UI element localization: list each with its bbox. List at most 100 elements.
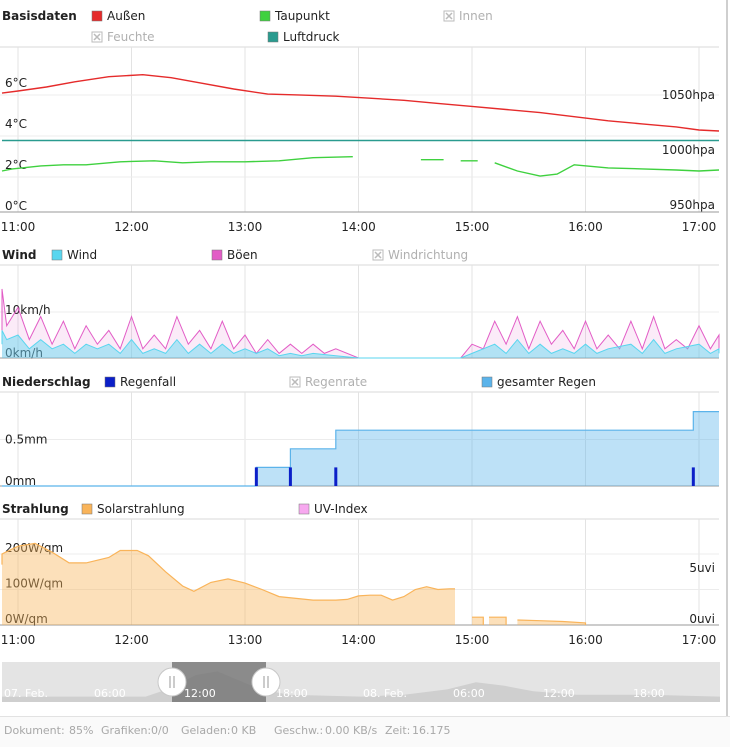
navigator-time-label: 18:00 [276, 687, 308, 700]
x-tick-label: 12:00 [114, 220, 149, 234]
series-line-solar [472, 616, 484, 625]
strahlung-legend-0-swatch[interactable] [81, 503, 93, 515]
wind-legend-1-swatch[interactable] [211, 249, 223, 261]
chart-title-wind: Wind [2, 248, 36, 262]
niederschlag-legend-1-x-icon [291, 378, 299, 386]
status-geschw-label: Geschw.: [274, 724, 324, 737]
basisdaten-legend-3-x-icon [93, 33, 101, 41]
y-tick-temp: 0°C [5, 199, 27, 213]
y-tick-uv: 5uvi [689, 561, 715, 575]
y-tick-wind: 10km/h [5, 303, 51, 317]
basisdaten-legend-4-label[interactable]: Luftdruck [283, 30, 340, 44]
navigator-time-label: 18:00 [633, 687, 665, 700]
series-line-wind [1, 330, 720, 359]
x-tick-label: 17:00 [682, 220, 717, 234]
strahlung-legend-1-swatch[interactable] [298, 503, 310, 515]
regenfall-bar [334, 467, 338, 486]
niederschlag-legend-0-swatch[interactable] [104, 376, 116, 388]
y-tick-temp: 4°C [5, 117, 27, 131]
series-area-solar [489, 617, 507, 625]
chart-title-strahlung: Strahlung [2, 502, 69, 516]
navigator-time-label: 07. Feb. [4, 687, 48, 700]
basisdaten-legend-1-label[interactable]: Taupunkt [274, 9, 330, 23]
series-line-solar [517, 619, 587, 625]
chart-title-basisdaten: Basisdaten [2, 9, 77, 23]
navigator-time-label: 12:00 [184, 687, 216, 700]
y-tick-rain: 0.5mm [5, 433, 47, 447]
y-tick-pressure: 1050hpa [662, 88, 715, 102]
status-zeit-label: Zeit: [385, 724, 411, 737]
charts-canvas: Basisdaten Außen Taupunkt Innen Feuchte Luftd… [0, 0, 728, 716]
basisdaten-legend-3-label[interactable]: Feuchte [107, 30, 155, 44]
status-geladen-value: 0 KB [231, 724, 257, 737]
y-tick-wind: 0km/h [5, 346, 43, 360]
basisdaten-legend-0-swatch[interactable] [91, 10, 103, 22]
navigator-selected-range[interactable] [172, 662, 266, 702]
status-geladen-label: Geladen: [181, 724, 231, 737]
x-tick-label: 15:00 [455, 220, 490, 234]
x-tick-label: 13:00 [228, 633, 263, 647]
strahlung-legend-1-label[interactable]: UV-Index [314, 502, 368, 516]
wind-legend-1-label[interactable]: Böen [227, 248, 258, 262]
x-tick-label: 13:00 [228, 220, 263, 234]
status-dokument-label: Dokument: [4, 724, 65, 737]
series-area-solar [517, 620, 586, 625]
series-area-solar [2, 543, 455, 625]
x-tick-label: 16:00 [568, 633, 603, 647]
x-tick-label: 15:00 [455, 633, 490, 647]
chart-title-niederschlag: Niederschlag [2, 375, 91, 389]
y-tick-pressure: 950hpa [670, 198, 715, 212]
y-tick-rain: 0mm [5, 474, 36, 488]
niederschlag-legend-2-label[interactable]: gesamter Regen [497, 375, 596, 389]
wind-legend-0-label[interactable]: Wind [67, 248, 97, 262]
series-area-gesamter-regen [2, 411, 719, 486]
y-tick-temp: 6°C [5, 76, 27, 90]
series-line-solar [1, 542, 455, 601]
basisdaten-legend-0-label[interactable]: Außen [107, 9, 145, 23]
regenfall-bar [691, 467, 695, 486]
series-area-wind [2, 330, 719, 358]
regenfall-bar [254, 467, 258, 486]
x-tick-label: 12:00 [114, 633, 149, 647]
x-tick-label: 17:00 [682, 633, 717, 647]
niederschlag-legend-0-label[interactable]: Regenfall [120, 375, 176, 389]
navigator-time-label: 08. Feb. [363, 687, 407, 700]
basisdaten-legend-2-label[interactable]: Innen [459, 9, 493, 23]
wind-legend-0-swatch[interactable] [51, 249, 63, 261]
strahlung-legend-0-label[interactable]: Solarstrahlung [97, 502, 185, 516]
basisdaten-legend-1-swatch[interactable] [259, 10, 271, 22]
status-grafiken-label: Grafiken: [101, 724, 152, 737]
series-line-solar [489, 616, 507, 625]
x-tick-label: 14:00 [341, 220, 376, 234]
basisdaten-legend-2-x-icon [445, 12, 453, 20]
series-line-taupunkt [1, 156, 720, 177]
status-geschw-value: 0.00 KB/s [325, 724, 378, 737]
status-grafiken-value: 0/0 [151, 724, 169, 737]
series-line-boeen [1, 288, 720, 359]
x-tick-label: 11:00 [1, 220, 36, 234]
niederschlag-legend-2-swatch[interactable] [481, 376, 493, 388]
status-zeit-value: 16.175 [412, 724, 451, 737]
series-area-solar [472, 617, 484, 625]
basisdaten-legend-4-swatch[interactable] [267, 31, 279, 43]
navigator-handle[interactable] [157, 667, 187, 697]
y-tick-solar: 200W/qm [5, 541, 63, 555]
wind-legend-2-x-icon [374, 251, 382, 259]
x-tick-label: 16:00 [568, 220, 603, 234]
wind-legend-2-label[interactable]: Windrichtung [388, 248, 468, 262]
y-tick-pressure: 1000hpa [662, 143, 715, 157]
series-line-aussen [1, 73, 720, 132]
navigator-handle[interactable] [251, 667, 281, 697]
y-tick-uv: 0uvi [689, 612, 715, 626]
niederschlag-legend-1-label[interactable]: Regenrate [305, 375, 367, 389]
navigator-time-label: 12:00 [543, 687, 575, 700]
status-dokument-value: 85% [69, 724, 94, 737]
series-area-boeen [2, 289, 719, 358]
x-tick-label: 11:00 [1, 633, 36, 647]
y-tick-solar: 100W/qm [5, 577, 63, 591]
status-bar: Dokument: 85% Grafiken: 0/0 Geladen: 0 K… [0, 716, 730, 747]
x-tick-label: 14:00 [341, 633, 376, 647]
regenfall-bar [288, 467, 292, 486]
y-tick-solar: 0W/qm [5, 612, 48, 626]
